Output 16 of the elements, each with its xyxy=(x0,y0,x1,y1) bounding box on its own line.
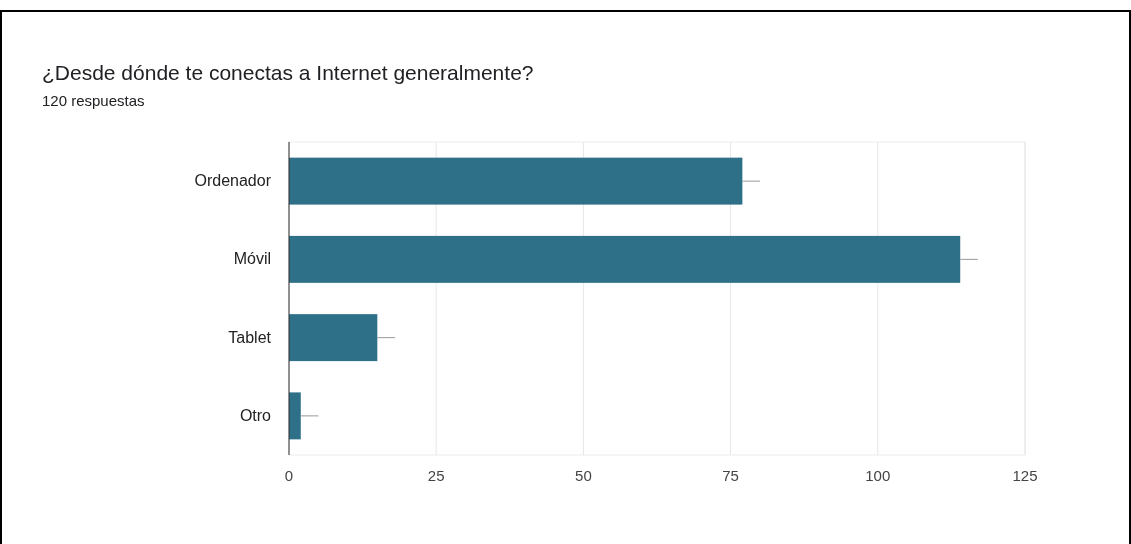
x-tick-label: 50 xyxy=(575,467,592,484)
x-tick-label: 25 xyxy=(427,467,445,484)
bar xyxy=(289,157,743,205)
text: 120 respuestas xyxy=(42,92,145,109)
x-tick-label: 75 xyxy=(722,467,739,484)
y-tick-label: Tablet xyxy=(228,328,272,346)
y-tick-label: Otro xyxy=(239,406,272,424)
y-tick-label: Ordenador xyxy=(194,172,272,190)
bar xyxy=(289,314,378,362)
bar xyxy=(289,235,961,283)
x-tick-label: 100 xyxy=(865,467,891,484)
x-tick-label: 125 xyxy=(1012,467,1038,484)
chart-title: ¿Desde dónde te conectas a Internet generalmente? xyxy=(42,61,534,84)
x-tick-label: 0 xyxy=(284,467,294,484)
y-tick-label: Móvil xyxy=(233,250,271,268)
bar xyxy=(289,392,301,440)
